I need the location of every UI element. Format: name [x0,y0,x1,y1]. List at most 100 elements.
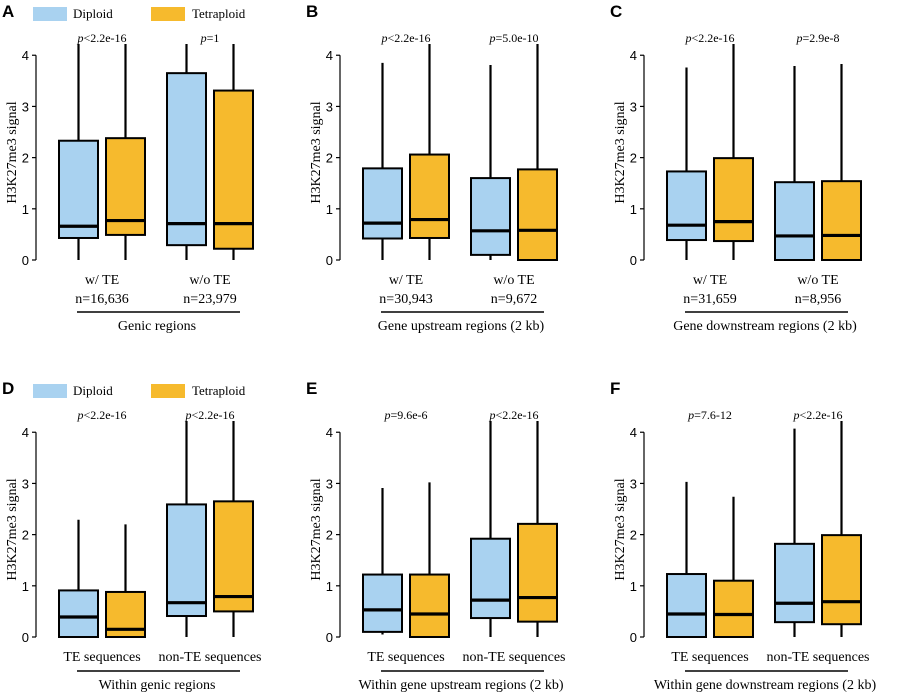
category-label: non-TE sequences [462,650,565,665]
box-tetraploid [517,522,558,623]
p-value-label: p<2.2e-16 [76,408,126,422]
n-label: n=31,659 [683,292,736,307]
box-tetraploid [821,534,862,626]
p-value-label: p=7.6-12 [687,408,732,422]
y-tick-label: 0 [326,630,333,645]
y-tick-label: 1 [326,202,333,217]
panel-letter: C [610,2,622,21]
y-tick-label: 1 [630,579,637,594]
legend-swatch-diploid [33,7,67,21]
panel-e: E 0 1 2 3 4 H3K27me3 signal p=9.6e-6 TE sequence… [306,379,566,693]
box-diploid [166,503,207,618]
x-axis-label: Within genic regions [99,678,216,693]
box-diploid [362,573,403,633]
category-label: w/ TE [389,273,423,288]
p-value-label: p<2.2e-16 [488,408,538,422]
legend-swatch-tetraploid [151,7,185,21]
box-diploid [666,170,707,242]
y-tick-label: 3 [22,99,29,114]
y-tick-label: 4 [326,48,333,63]
y-tick-label: 4 [326,425,333,440]
panel-d: D Diploid Tetraploid 0 1 2 3 4 H3K27me3 signal p<… [2,379,262,693]
panel-letter: D [2,379,14,398]
y-tick-label: 0 [630,253,637,268]
y-tick-label: 3 [630,476,637,491]
category-label: non-TE sequences [766,650,869,665]
category-label: w/ TE [693,273,727,288]
x-axis-label: Gene downstream regions (2 kb) [673,319,857,334]
y-tick-label: 0 [630,630,637,645]
x-axis-label: Within gene upstream regions (2 kb) [358,678,563,693]
legend-swatch-diploid [33,384,67,398]
p-value-label: p<2.2e-16 [792,408,842,422]
legend-label-tetraploid: Tetraploid [192,6,246,21]
y-tick-label: 3 [326,99,333,114]
y-axis-label: H3K27me3 signal [613,101,628,203]
category-label: w/ TE [85,273,119,288]
n-label: n=23,979 [183,292,236,307]
y-tick-label: 2 [22,528,29,543]
box-diploid [666,573,707,639]
x-axis-label: Within gene downstream regions (2 kb) [654,678,877,693]
p-value-label: p<2.2e-16 [76,31,126,45]
n-label: n=16,636 [75,292,128,307]
legend-label-diploid: Diploid [73,383,113,398]
y-tick-label: 1 [22,579,29,594]
y-tick-label: 2 [326,151,333,166]
category-label: w/o TE [493,273,534,288]
panel-letter: E [306,379,317,398]
legend-label-diploid: Diploid [73,6,113,21]
category-label: TE sequences [367,650,444,665]
panel-a: A Diploid Tetraploid 0 1 2 3 4 H3K27me3 signal p<… [2,2,254,334]
y-tick-label: 3 [326,476,333,491]
box-diploid [470,537,511,620]
y-tick-label: 2 [326,528,333,543]
box-tetraploid [517,168,558,261]
y-tick-label: 1 [630,202,637,217]
y-tick-label: 0 [22,253,29,268]
panel-letter: A [2,2,14,21]
box-tetraploid [409,153,450,239]
category-label: w/o TE [189,273,230,288]
box-diploid [774,542,815,624]
box-tetraploid [713,157,754,243]
y-axis-label: H3K27me3 signal [309,478,324,580]
p-value-label: p=2.9e-8 [795,31,839,45]
box-diploid [774,181,815,261]
n-label: n=9,672 [491,292,537,307]
y-tick-label: 2 [630,528,637,543]
category-label: TE sequences [63,650,140,665]
panel-letter: B [306,2,318,21]
y-axis-label: H3K27me3 signal [309,101,324,203]
legend-swatch-tetraploid [151,384,185,398]
y-tick-label: 2 [22,151,29,166]
y-tick-label: 0 [326,253,333,268]
y-tick-label: 0 [22,630,29,645]
n-label: n=30,943 [379,292,432,307]
y-tick-label: 4 [22,48,29,63]
box-diploid [362,167,403,240]
y-axis-label: H3K27me3 signal [613,478,628,580]
category-label: TE sequences [671,650,748,665]
panel-f: F 0 1 2 3 4 H3K27me3 signal p=7.6-12 TE sequence… [610,379,876,693]
y-tick-label: 2 [630,151,637,166]
p-value-label: p<2.2e-16 [380,31,430,45]
y-tick-label: 1 [326,579,333,594]
p-value-label: p<2.2e-16 [184,408,234,422]
box-diploid [58,589,99,639]
box-diploid [58,139,99,239]
y-tick-label: 3 [630,99,637,114]
p-value-label: p=5.0e-10 [488,31,538,45]
y-tick-label: 3 [22,476,29,491]
y-tick-label: 1 [22,202,29,217]
box-diploid [470,177,511,256]
y-tick-label: 4 [22,425,29,440]
box-tetraploid [713,579,754,638]
p-value-label: p=1 [200,31,220,45]
x-axis-label: Gene upstream regions (2 kb) [378,319,545,334]
p-value-label: p<2.2e-16 [684,31,734,45]
box-tetraploid [213,500,254,613]
y-axis-label: H3K27me3 signal [5,101,20,203]
y-tick-label: 4 [630,425,637,440]
y-tick-label: 4 [630,48,637,63]
